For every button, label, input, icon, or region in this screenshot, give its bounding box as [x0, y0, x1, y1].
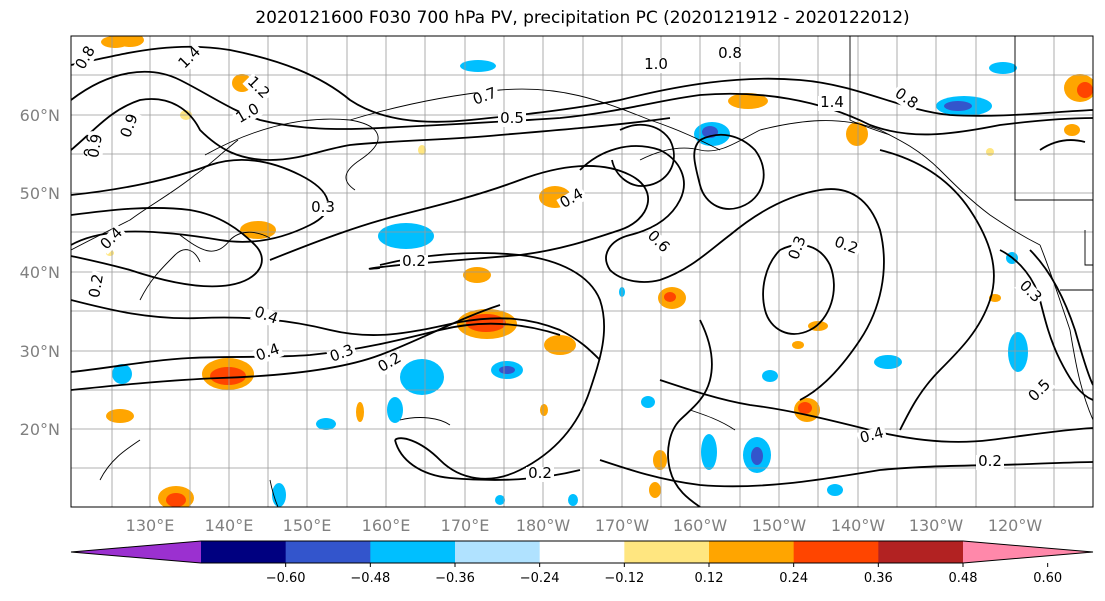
colorbar-tick-label: 0.60 — [1033, 571, 1062, 586]
contour-label-bg — [400, 255, 428, 270]
contour-label-bg — [250, 304, 282, 329]
colorbar-tick-label: −0.48 — [350, 571, 390, 586]
lon-tick-label: 130°E — [126, 516, 175, 535]
colorbar-bin — [709, 541, 795, 563]
contour-label-bg — [252, 341, 284, 366]
contour-label: 0.2 — [402, 252, 426, 270]
colorbar-bin — [455, 541, 541, 563]
contour-label-bg — [556, 185, 589, 213]
contour-label: 1.0 — [644, 55, 668, 73]
contour-label-bg — [97, 224, 128, 255]
contour-label-bg — [856, 425, 888, 448]
contour-label-bg — [309, 201, 337, 216]
colorbar-bin — [370, 541, 456, 563]
contour-label-bg — [830, 234, 862, 259]
lat-axis: 60°N 50°N 40°N 30°N 20°N — [20, 106, 60, 439]
contour-label-bg — [469, 85, 501, 110]
colorbar-tick-label: −0.24 — [520, 571, 560, 586]
lon-tick-label: 140°E — [205, 516, 254, 535]
colorbar-bin — [201, 541, 287, 563]
contour-label: 0.2 — [528, 464, 552, 482]
lon-tick-label: 150°W — [752, 516, 807, 535]
map-title: 2020121600 F030 700 hPa PV, precipitatio… — [255, 8, 910, 28]
colorbar-tick-label: 0.12 — [695, 571, 724, 586]
contour-label-bg — [716, 47, 744, 62]
contour-label-group: 0.81.41.21.00.90.60.50.71.00.81.40.80.30… — [71, 42, 1056, 482]
colorbar: −0.60 −0.48 −0.36 −0.24 −0.12 0.12 0.24 0.36 0.4… — [70, 540, 1094, 586]
lon-tick-label: 170°W — [595, 516, 650, 535]
lon-tick-label: 120°W — [988, 516, 1043, 535]
contour-label-bg — [118, 110, 143, 142]
contour-label: 0.3 — [311, 198, 335, 216]
lon-tick-label: 180°W — [516, 516, 571, 535]
contour-label: 1.4 — [820, 93, 844, 111]
contour-label-bg — [242, 73, 273, 104]
colorbar-tick-label: −0.12 — [604, 571, 644, 586]
lat-tick-label: 20°N — [20, 420, 60, 439]
lon-tick-label: 160°E — [362, 516, 411, 535]
lon-tick-label: 150°E — [283, 516, 332, 535]
lat-tick-label: 40°N — [20, 263, 60, 282]
colorbar-bin — [878, 541, 964, 563]
contour-label: 0.2 — [85, 273, 107, 300]
contour-label-bg — [374, 349, 407, 377]
contour-label-bg — [72, 42, 100, 75]
colorbar-tick-label: 0.48 — [949, 571, 978, 586]
contour-label-bg — [326, 342, 358, 367]
contour-label-bg — [1014, 277, 1045, 308]
contour-label-bg — [526, 467, 554, 482]
colorbar-tick-label: 0.24 — [779, 571, 808, 586]
lon-tick-label: 160°W — [673, 516, 728, 535]
lon-tick-label: 130°W — [909, 516, 964, 535]
contour-label: 0.4 — [858, 423, 886, 447]
colorbar-bin — [539, 541, 625, 563]
lat-tick-label: 50°N — [20, 184, 60, 203]
contour-label: 0.8 — [718, 44, 742, 62]
colorbar-bin — [285, 541, 371, 563]
contour-label: 0.9 — [84, 133, 106, 160]
colorbar-tick-label: −0.36 — [435, 571, 475, 586]
graticule — [71, 36, 1093, 507]
contour-label-bg — [889, 85, 922, 114]
colorbar-extension-max — [963, 541, 1093, 563]
contour-label-bg — [642, 58, 670, 73]
contour-label-bg — [818, 96, 846, 111]
contour-label-bg — [642, 227, 673, 258]
lon-axis: 130°E 140°E 150°E 160°E 170°E 180°W 170°… — [126, 516, 1043, 535]
contour-label-bg — [87, 270, 108, 302]
contour-label-bg — [175, 43, 206, 74]
contour-label: 0.5 — [500, 109, 524, 127]
colorbar-tick-label: 0.36 — [864, 571, 893, 586]
contour-label-bg — [1025, 376, 1056, 407]
contour-label-bg — [86, 130, 107, 162]
colorbar-extension-min — [71, 541, 201, 563]
contour-label: 0.2 — [978, 452, 1002, 470]
lon-tick-label: 170°E — [441, 516, 490, 535]
lon-tick-label: 140°W — [831, 516, 886, 535]
map-frame — [70, 35, 1094, 508]
contour-label-bg — [786, 232, 811, 264]
contour-label-bg — [232, 100, 265, 128]
lat-tick-label: 60°N — [20, 106, 60, 125]
contour-label-bg — [976, 455, 1004, 470]
lat-tick-label: 30°N — [20, 342, 60, 361]
colorbar-bin — [793, 541, 879, 563]
colorbar-bin — [624, 541, 710, 563]
contour-label-bg — [498, 112, 526, 127]
colorbar-tick-label: −0.60 — [266, 571, 306, 586]
